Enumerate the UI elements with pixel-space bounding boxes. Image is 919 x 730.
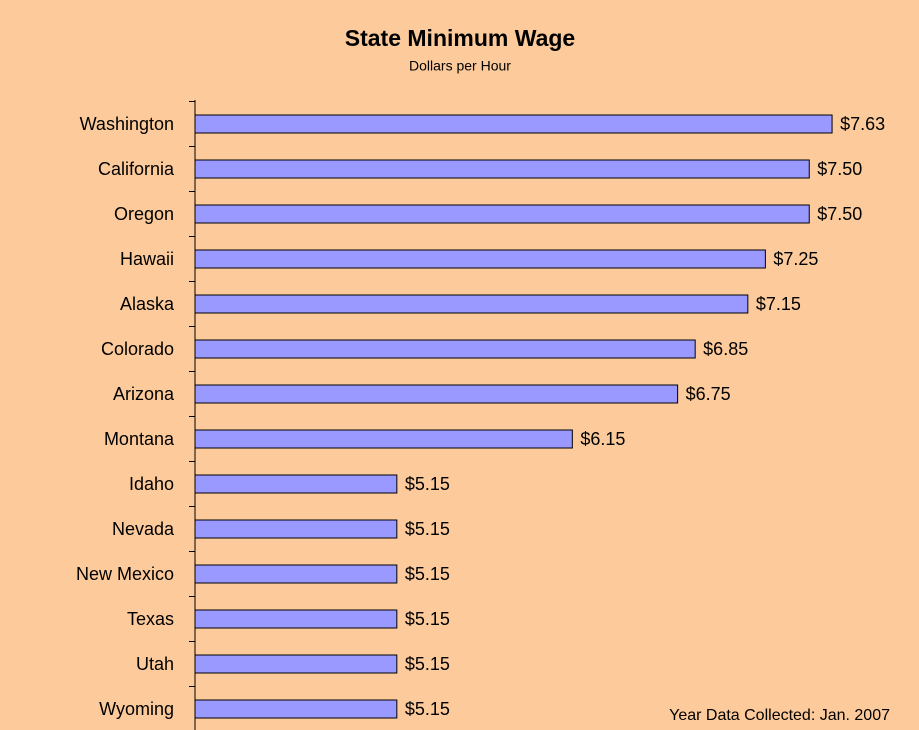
bar <box>194 114 833 134</box>
y-tick-label: Nevada <box>112 519 175 539</box>
value-label: $7.50 <box>817 159 862 179</box>
value-label: $5.15 <box>405 609 450 629</box>
y-tick-label: Hawaii <box>120 249 174 269</box>
annotation: Year Data Collected: Jan. 2007 <box>669 707 890 724</box>
bar <box>194 564 398 584</box>
bar <box>194 384 679 404</box>
y-tick-label: Arizona <box>113 384 175 404</box>
value-label: $5.15 <box>405 474 450 494</box>
value-label: $5.15 <box>405 654 450 674</box>
value-label: $7.50 <box>817 204 862 224</box>
value-label: $7.25 <box>773 249 818 269</box>
value-label: $5.15 <box>405 699 450 719</box>
y-tick-label: Montana <box>104 429 175 449</box>
y-tick-label: Idaho <box>129 474 174 494</box>
y-tick-label: Alaska <box>120 294 175 314</box>
y-tick-label: Wyoming <box>99 699 174 719</box>
y-tick-label: California <box>98 159 175 179</box>
bar <box>194 699 398 719</box>
y-tick-label: Utah <box>136 654 174 674</box>
bar <box>194 339 696 359</box>
y-tick-label: New Mexico <box>76 564 174 584</box>
y-tick-label: Oregon <box>114 204 174 224</box>
bar <box>194 204 810 224</box>
chart-subtitle: Dollars per Hour <box>409 58 511 74</box>
bar <box>194 249 766 269</box>
y-tick-label: Texas <box>127 609 174 629</box>
bar <box>194 159 810 179</box>
value-label: $5.15 <box>405 564 450 584</box>
chart-title: State Minimum Wage <box>345 25 575 51</box>
bar <box>194 429 573 449</box>
value-label: $6.85 <box>703 339 748 359</box>
bar <box>194 609 398 629</box>
bar <box>194 474 398 494</box>
value-label: $7.63 <box>840 114 885 134</box>
value-label: $7.15 <box>756 294 801 314</box>
y-tick-label: Washington <box>80 114 174 134</box>
bar <box>194 294 749 314</box>
y-tick-label: Colorado <box>101 339 174 359</box>
bar <box>194 519 398 539</box>
value-label: $5.15 <box>405 519 450 539</box>
value-label: $6.75 <box>686 384 731 404</box>
bar <box>194 654 398 674</box>
value-label: $6.15 <box>580 429 625 449</box>
